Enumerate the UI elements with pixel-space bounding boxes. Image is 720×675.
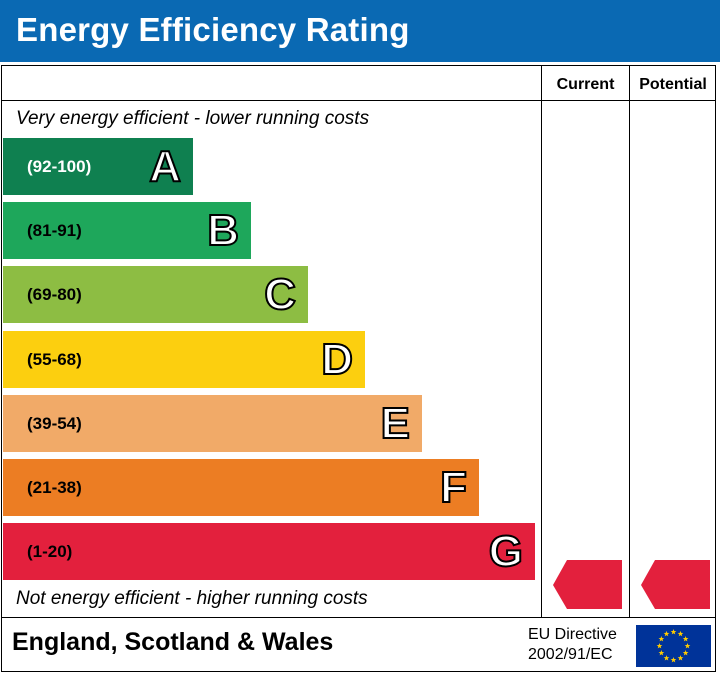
chart-frame xyxy=(1,65,716,672)
band-range-label: (92-100) xyxy=(27,157,92,176)
eu-star-icon xyxy=(670,629,677,635)
eu-star-icon xyxy=(663,630,670,637)
eu-star-icon xyxy=(677,630,684,637)
band-range-label: (39-54) xyxy=(27,414,82,433)
header-bar: Energy Efficiency Rating xyxy=(0,0,720,62)
current-column-header: Current xyxy=(556,76,615,93)
eu-star-icon xyxy=(684,643,691,649)
potential-column-divider xyxy=(629,66,630,617)
eu-directive-text: EU Directive 2002/91/EC xyxy=(528,625,617,665)
band-letter-label: A xyxy=(148,141,182,192)
current-rating-indicator xyxy=(553,560,622,609)
eu-star-icon xyxy=(677,655,684,661)
potential-rating-indicator xyxy=(641,560,710,609)
eu-star-icon xyxy=(682,650,689,656)
eu-flag-icon xyxy=(636,625,711,667)
eu-star-icon xyxy=(682,636,689,642)
band-range-label: (81-91) xyxy=(27,221,82,240)
eu-star-icon xyxy=(656,643,663,649)
eu-star-icon xyxy=(670,657,677,663)
band-letter-label: E xyxy=(380,398,411,449)
current-column-divider xyxy=(541,66,542,617)
band-letter-label: D xyxy=(320,334,354,385)
band-letter-label: F xyxy=(439,462,468,513)
potential-column-header: Potential xyxy=(639,76,707,93)
band-letter-label: G xyxy=(488,526,524,577)
rating-band-d: (55-68) D xyxy=(3,331,365,388)
band-letter-label: C xyxy=(263,269,297,320)
eu-directive-line2: 2002/91/EC xyxy=(528,646,613,663)
rating-band-c: (69-80) C xyxy=(3,266,308,323)
band-range-label: (69-80) xyxy=(27,285,82,304)
chart-title: Energy Efficiency Rating xyxy=(16,11,410,48)
footer-divider xyxy=(2,617,716,618)
eu-directive-line1: EU Directive xyxy=(528,626,617,643)
rating-band-f: (21-38) F xyxy=(3,459,479,516)
eu-star-icon xyxy=(658,636,665,642)
eu-star-icon xyxy=(658,650,665,656)
column-header-divider xyxy=(2,100,716,101)
eu-star-icon xyxy=(663,655,670,661)
bottom-note: Not energy efficient - higher running co… xyxy=(16,588,368,609)
band-range-label: (21-38) xyxy=(27,478,82,497)
band-letter-label: B xyxy=(206,205,240,256)
rating-band-a: (92-100) A xyxy=(3,138,193,195)
band-range-label: (55-68) xyxy=(27,350,82,369)
rating-band-b: (81-91) B xyxy=(3,202,251,259)
rating-band-e: (39-54) E xyxy=(3,395,422,452)
region-label: England, Scotland & Wales xyxy=(12,628,334,656)
top-note: Very energy efficient - lower running co… xyxy=(16,108,370,129)
rating-band-g: (1-20) G xyxy=(3,523,535,580)
band-range-label: (1-20) xyxy=(27,542,73,561)
